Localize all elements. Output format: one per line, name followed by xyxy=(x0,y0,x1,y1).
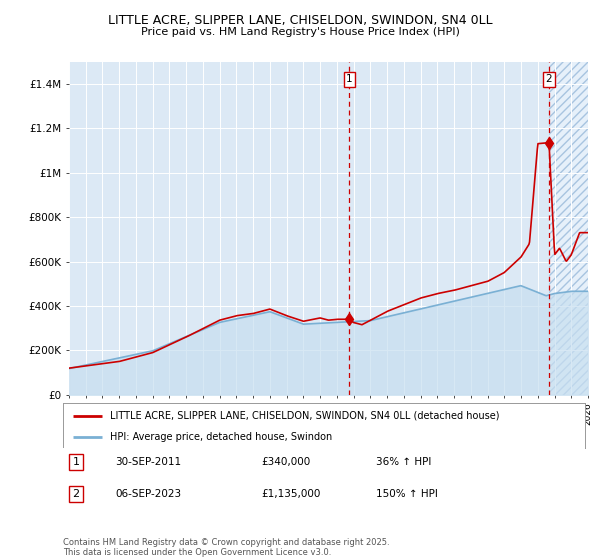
Text: 1: 1 xyxy=(73,457,80,467)
Text: LITTLE ACRE, SLIPPER LANE, CHISELDON, SWINDON, SN4 0LL (detached house): LITTLE ACRE, SLIPPER LANE, CHISELDON, SW… xyxy=(110,410,499,421)
Text: £340,000: £340,000 xyxy=(262,457,311,467)
Text: 2: 2 xyxy=(73,489,80,500)
Text: 150% ↑ HPI: 150% ↑ HPI xyxy=(376,489,438,500)
Text: 06-SEP-2023: 06-SEP-2023 xyxy=(115,489,181,500)
Text: HPI: Average price, detached house, Swindon: HPI: Average price, detached house, Swin… xyxy=(110,432,332,442)
Text: 1: 1 xyxy=(346,74,353,85)
Text: Contains HM Land Registry data © Crown copyright and database right 2025.
This d: Contains HM Land Registry data © Crown c… xyxy=(63,538,389,557)
Text: £1,135,000: £1,135,000 xyxy=(262,489,321,500)
Text: 2: 2 xyxy=(545,74,553,85)
Text: 30-SEP-2011: 30-SEP-2011 xyxy=(115,457,181,467)
Text: Price paid vs. HM Land Registry's House Price Index (HPI): Price paid vs. HM Land Registry's House … xyxy=(140,27,460,37)
Text: 36% ↑ HPI: 36% ↑ HPI xyxy=(376,457,431,467)
Text: LITTLE ACRE, SLIPPER LANE, CHISELDON, SWINDON, SN4 0LL: LITTLE ACRE, SLIPPER LANE, CHISELDON, SW… xyxy=(107,14,493,27)
